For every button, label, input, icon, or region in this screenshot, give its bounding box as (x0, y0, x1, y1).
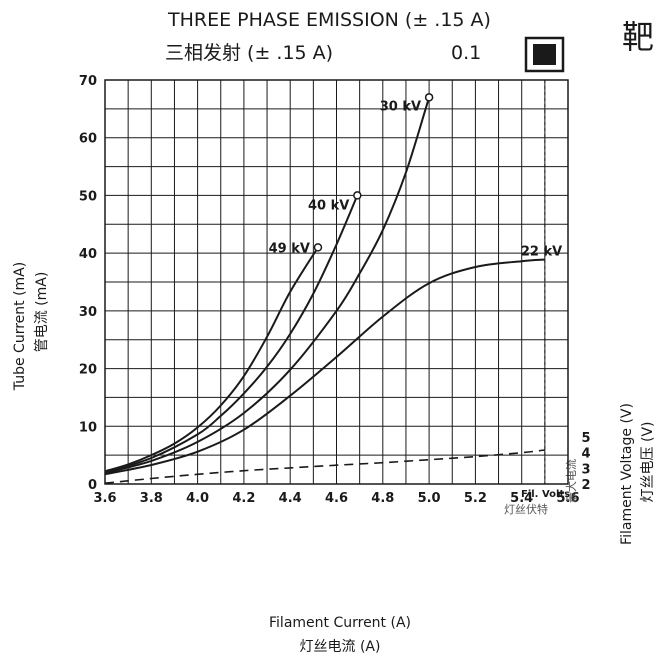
x-tick-label: 5.4 (510, 491, 533, 506)
series-label-30-kv: 30 kV (380, 99, 421, 114)
y-tick-label: 30 (79, 305, 97, 320)
y2-axis-title: Filament Voltage (V) (619, 403, 635, 545)
x-tick-label: 4.4 (279, 491, 302, 506)
title-chinese: 三相发射 (± .15 A) (165, 42, 333, 64)
series-line-22-kv (104, 258, 545, 476)
y-tick-label: 0 (88, 478, 97, 493)
x-tick-label: 3.6 (93, 491, 116, 506)
value-readout: 0.1 (451, 42, 481, 64)
y-tick-label: 50 (79, 189, 97, 204)
x-tick-label: 4.6 (325, 491, 348, 506)
series-line-fil-volts (104, 449, 545, 484)
x-tick-label: 4.0 (186, 491, 209, 506)
grid (105, 80, 568, 484)
x-tick-label: 4.2 (232, 491, 255, 506)
x-tick-label: 4.8 (371, 491, 394, 506)
y-axis-title-chinese: 管电流 (mA) (34, 272, 50, 353)
y-tick-label: 60 (79, 132, 97, 147)
series-endpoint-49-kv (313, 243, 323, 252)
series-line-49-kv (104, 246, 319, 473)
corner-character: 靶 (622, 18, 654, 56)
square-icon (524, 36, 565, 73)
series: 49 kV 40 kV 30 kV 22 kV (104, 80, 562, 484)
y2-tick-label: 5 (581, 431, 590, 446)
series-endpoint-30-kv (424, 93, 434, 102)
x-tick-label: 5.2 (464, 491, 487, 506)
y-tick-label: 20 (79, 363, 97, 378)
x-axis-title: Filament Current (A) (269, 615, 411, 631)
series-line-40-kv (104, 195, 359, 474)
x-tick-label: 3.8 (140, 491, 163, 506)
series-label-22-kv: 22 kV (521, 244, 562, 259)
y2-axis-title-chinese: 灯丝电压 (V) (640, 422, 656, 503)
y2-tick-label: 3 (581, 462, 590, 477)
x-axis-title-chinese: 灯丝电流 (A) (300, 639, 381, 655)
series-label-49-kv: 49 kV (269, 241, 310, 256)
y2-tick-label: 2 (581, 478, 590, 493)
x-tick-label: 5.0 (418, 491, 441, 506)
y-tick-label: 40 (79, 247, 97, 262)
y-axis-title: Tube Current (mA) (12, 262, 28, 391)
y2-tick-label: 4 (581, 447, 590, 462)
series-line-30-kv (104, 97, 431, 474)
x-tick-label: 5.6 (556, 491, 579, 506)
y-tick-label: 10 (79, 420, 97, 435)
fil-volts-label-chinese: 灯丝伏特 (504, 502, 548, 516)
series-endpoint-40-kv (353, 191, 362, 200)
series-label-40-kv: 40 kV (308, 198, 349, 213)
plot-frame (104, 79, 569, 485)
y-tick-label: 70 (79, 74, 97, 89)
tick-labels: 3.6 3.8 4.0 4.2 4.4 4.6 4.8 5.0 5.2 5.4 5.6 0 10 20 30… (79, 74, 591, 506)
title-english: THREE PHASE EMISSION (± .15 A) (167, 9, 491, 31)
fil-volts-label: Fil. Volts (521, 489, 570, 500)
